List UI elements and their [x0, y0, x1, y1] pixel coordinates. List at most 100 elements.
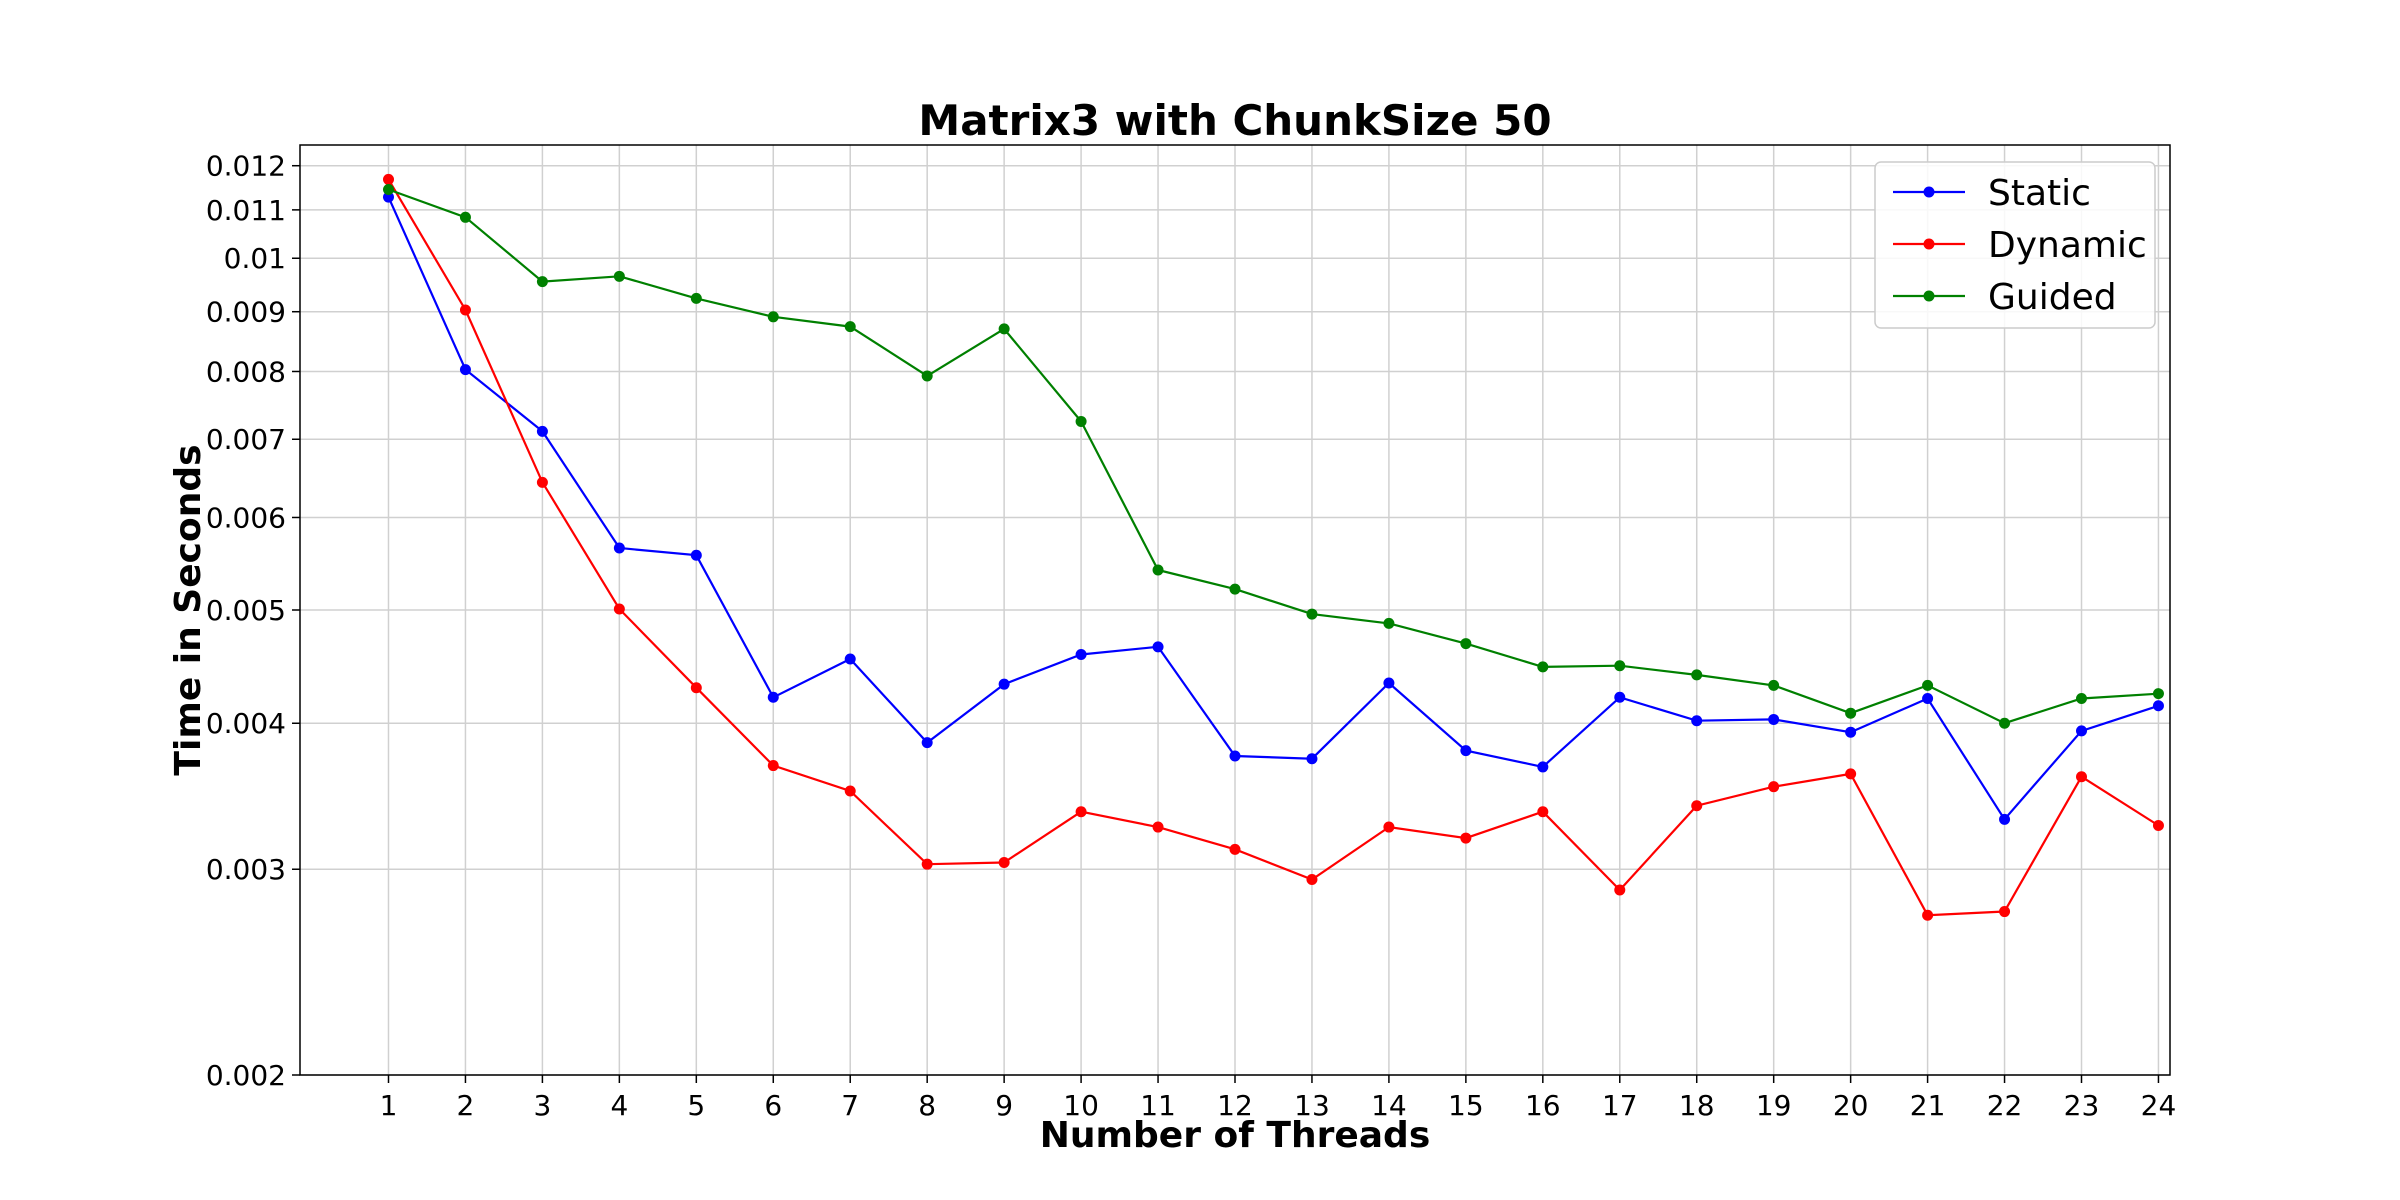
data-point-static — [921, 737, 933, 749]
data-point-guided — [382, 184, 394, 196]
x-tick-label: 19 — [1756, 1089, 1792, 1122]
series-line-dynamic — [387, 178, 2160, 917]
x-tick-label: 1 — [380, 1089, 398, 1122]
y-tick-label: 0.004 — [206, 707, 286, 740]
data-point-dynamic — [1614, 884, 1626, 896]
data-point-guided — [921, 370, 933, 382]
legend-entry-dynamic: Dynamic — [1893, 225, 2147, 266]
data-point-static — [1306, 753, 1318, 765]
data-point-guided — [1383, 617, 1395, 629]
x-tick-label: 20 — [1833, 1089, 1869, 1122]
x-tick-label: 17 — [1602, 1089, 1638, 1122]
data-point-dynamic — [1922, 909, 1934, 921]
x-tick-label: 16 — [1525, 1089, 1561, 1122]
x-tick-label: 4 — [610, 1089, 628, 1122]
legend-entry-static: Static — [1893, 173, 2091, 214]
data-point-dynamic — [921, 858, 933, 870]
x-tick-label: 22 — [1987, 1089, 2023, 1122]
x-tick-label: 7 — [841, 1089, 859, 1122]
data-point-guided — [1614, 660, 1626, 672]
y-tick-label: 0.003 — [206, 853, 286, 886]
y-tick-label: 0.008 — [206, 355, 286, 388]
y-tick-label: 0.005 — [206, 594, 286, 627]
x-axis-ticks: 1 2 3 4 5 6 7 8 9 10 11 12 13 14 15 16 17 18 19 20 21 22 23 24 — [380, 1075, 2177, 1122]
data-point-guided — [1999, 717, 2011, 729]
data-point-guided — [1537, 661, 1549, 673]
data-point-dynamic — [1537, 806, 1549, 818]
y-axis-label: Time in Seconds — [168, 444, 209, 775]
data-point-guided — [844, 321, 856, 333]
data-point-dynamic — [1075, 806, 1087, 818]
x-tick-label: 12 — [1217, 1089, 1253, 1122]
series-dynamic — [382, 173, 2164, 921]
data-point-dynamic — [1306, 873, 1318, 885]
data-point-dynamic — [1768, 781, 1780, 793]
data-point-dynamic — [2152, 820, 2164, 832]
chart-title: Matrix3 with ChunkSize 50 — [918, 96, 1551, 145]
x-tick-label: 13 — [1294, 1089, 1330, 1122]
x-tick-label: 15 — [1448, 1089, 1484, 1122]
data-point-static — [382, 191, 394, 203]
legend-label: Static — [1988, 173, 2091, 214]
data-point-dynamic — [613, 603, 625, 615]
data-point-dynamic — [1152, 821, 1164, 833]
series-line-guided — [388, 188, 2159, 725]
data-point-dynamic — [1460, 832, 1472, 844]
data-point-dynamic — [1691, 800, 1703, 812]
data-point-guided — [1152, 564, 1164, 576]
x-tick-label: 18 — [1679, 1089, 1715, 1122]
data-point-dynamic — [2076, 771, 2088, 783]
data-point-static — [2076, 725, 2088, 737]
data-point-static — [1691, 715, 1703, 727]
data-point-static — [767, 691, 779, 703]
x-tick-label: 5 — [687, 1089, 705, 1122]
legend-marker — [1923, 290, 1935, 302]
data-point-guided — [1691, 669, 1703, 681]
x-tick-label: 21 — [1910, 1089, 1946, 1122]
series-static — [382, 191, 2164, 825]
data-point-static — [1922, 692, 1934, 704]
x-tick-label: 2 — [457, 1089, 475, 1122]
data-point-static — [1460, 745, 1472, 757]
x-tick-label: 24 — [2141, 1089, 2177, 1122]
data-point-static — [1768, 713, 1780, 725]
y-tick-label: 0.012 — [206, 150, 286, 183]
data-point-dynamic — [459, 304, 471, 316]
data-point-guided — [1768, 679, 1780, 691]
y-tick-label: 0.007 — [206, 423, 286, 456]
x-tick-label: 6 — [764, 1089, 782, 1122]
y-tick-label: 0.006 — [206, 501, 286, 534]
y-tick-label: 0.01 — [224, 242, 286, 275]
data-point-guided — [690, 292, 702, 304]
legend: Static Dynamic Guided — [1874, 161, 2156, 329]
legend-box — [1874, 161, 2156, 329]
data-point-guided — [2076, 692, 2088, 704]
legend-marker — [1923, 238, 1935, 250]
series-line-static — [387, 196, 2159, 822]
y-tick-label: 0.011 — [206, 194, 286, 227]
series-layer — [382, 173, 2164, 921]
series-guided — [382, 184, 2164, 729]
data-point-static — [998, 678, 1010, 690]
data-point-static — [2152, 700, 2164, 712]
x-tick-label: 3 — [533, 1089, 551, 1122]
data-point-static — [613, 542, 625, 554]
data-point-static — [1845, 726, 1857, 738]
x-axis-label: Number of Threads — [1040, 1115, 1431, 1156]
data-point-static — [1383, 677, 1395, 689]
data-point-guided — [1306, 608, 1318, 620]
data-point-guided — [536, 276, 548, 288]
data-point-guided — [613, 270, 625, 282]
data-point-static — [690, 549, 702, 561]
x-tick-label: 9 — [995, 1089, 1013, 1122]
data-point-guided — [998, 323, 1010, 335]
data-point-dynamic — [1229, 843, 1241, 855]
data-point-guided — [459, 211, 471, 223]
data-point-guided — [1845, 707, 1857, 719]
x-tick-label: 10 — [1063, 1089, 1099, 1122]
data-point-dynamic — [844, 785, 856, 797]
data-point-static — [1537, 761, 1549, 773]
legend-marker — [1923, 186, 1935, 198]
data-point-dynamic — [1845, 768, 1857, 780]
